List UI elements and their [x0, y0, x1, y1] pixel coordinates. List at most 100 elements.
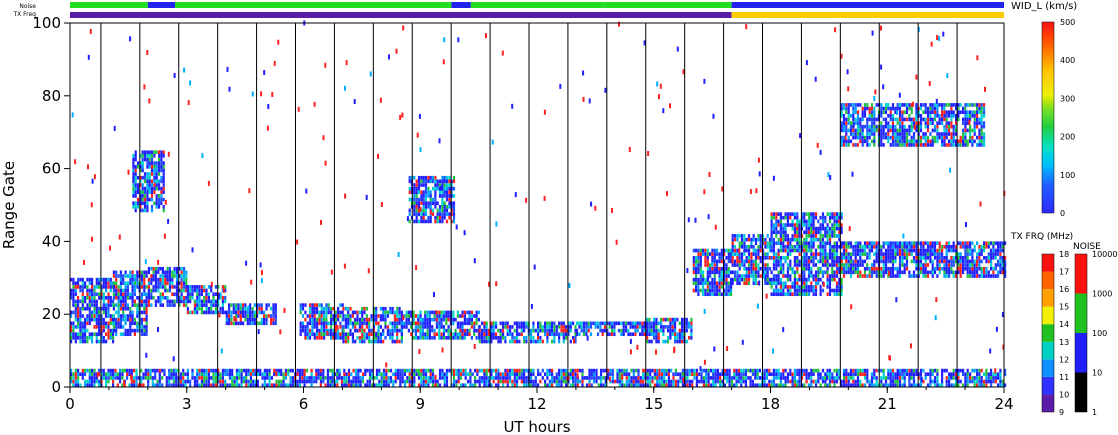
echo-cell	[887, 245, 890, 249]
echo-cell	[750, 252, 753, 256]
echo-cell	[136, 314, 139, 318]
echo-cell	[438, 314, 441, 318]
echo-cell	[917, 263, 920, 267]
echo-cell	[945, 376, 948, 380]
echo-cell	[606, 328, 609, 333]
echo-cell	[618, 368, 621, 373]
echo-cell	[420, 376, 423, 380]
echo-cell	[523, 368, 526, 373]
echo-cell	[168, 372, 171, 377]
echo-cell	[941, 245, 944, 249]
echo-cell	[987, 376, 990, 380]
echo-cell	[373, 376, 376, 380]
echo-cell	[835, 252, 839, 256]
echo-cell	[735, 383, 738, 388]
echo-cell	[733, 376, 736, 380]
echo-cell	[77, 332, 80, 337]
echo-cell	[793, 245, 796, 249]
echo-cell	[831, 234, 834, 238]
echo-cell	[499, 339, 502, 344]
echo-cell	[745, 237, 748, 242]
echo-cell	[810, 212, 813, 216]
echo-cell	[238, 372, 241, 377]
echo-cell	[731, 259, 734, 264]
echo-cell	[625, 321, 628, 326]
echo-cell	[812, 372, 815, 377]
echo-cell	[736, 259, 739, 264]
echo-cell	[320, 328, 323, 333]
echo-cell	[835, 219, 839, 224]
echo-cell	[629, 325, 632, 329]
echo-cell	[782, 376, 785, 380]
echo-cell	[910, 274, 913, 278]
echo-cell	[833, 245, 836, 249]
echo-cell	[72, 372, 75, 377]
echo-cell	[440, 332, 443, 337]
echo-cell	[798, 248, 801, 253]
echo-cell	[447, 328, 450, 333]
echo-cell	[681, 339, 684, 344]
echo-cell	[873, 270, 876, 275]
echo-cell	[828, 226, 832, 231]
echo-cell	[782, 226, 785, 231]
echo-cell	[838, 256, 841, 260]
echo-cell	[88, 303, 91, 307]
echo-cell	[502, 321, 505, 326]
echo-cell	[791, 285, 794, 289]
echo-cell	[143, 332, 146, 337]
echo-cell	[757, 252, 760, 256]
echo-cell	[117, 321, 120, 326]
echo-cell	[115, 328, 118, 333]
echo-cell	[905, 241, 909, 246]
echo-cell	[400, 328, 403, 333]
echo-cell	[887, 376, 890, 380]
echo-cell	[366, 368, 369, 373]
echo-cell	[299, 328, 302, 333]
echo-cell	[325, 306, 328, 311]
echo-cell	[805, 292, 808, 297]
echo-cell	[835, 285, 839, 289]
echo-cell	[301, 314, 305, 318]
echo-cell	[713, 292, 716, 297]
echo-cell	[145, 332, 148, 337]
echo-cell	[299, 325, 302, 329]
echo-cell	[88, 336, 91, 340]
echo-cell	[207, 306, 210, 311]
echo-cell	[821, 270, 825, 275]
echo-cell	[311, 321, 314, 326]
echo-cell	[798, 230, 801, 235]
echo-cell	[754, 252, 758, 256]
echo-cell	[866, 252, 869, 256]
echo-cell	[896, 379, 899, 384]
echo-cell	[91, 372, 94, 377]
echo-cell	[474, 379, 477, 384]
echo-cell	[415, 205, 418, 209]
echo-cell	[805, 241, 808, 246]
echo-cell	[915, 368, 918, 373]
echo-cell	[129, 277, 132, 282]
echo-cell	[642, 383, 645, 388]
echo-cell	[891, 263, 895, 267]
echo-cell	[136, 270, 139, 275]
echo-cell	[635, 368, 638, 373]
echo-cell	[93, 368, 96, 373]
echo-cell	[718, 274, 721, 278]
echo-cell	[244, 306, 247, 311]
echo-cell	[249, 317, 252, 322]
echo-cell	[231, 379, 234, 384]
echo-cell	[117, 306, 120, 311]
echo-cell	[124, 332, 127, 337]
echo-cell	[759, 245, 762, 249]
echo-cell	[819, 372, 822, 377]
echo-cell	[74, 299, 77, 304]
echo-cell	[93, 376, 96, 380]
echo-cell	[674, 328, 677, 333]
echo-cell	[93, 314, 96, 318]
echo-cell	[452, 372, 456, 377]
echo-cell	[768, 379, 771, 384]
echo-cell	[428, 332, 431, 337]
echo-cell	[759, 259, 762, 264]
echo-cell	[840, 263, 843, 267]
echo-cell	[684, 379, 687, 384]
echo-cell	[323, 325, 326, 329]
